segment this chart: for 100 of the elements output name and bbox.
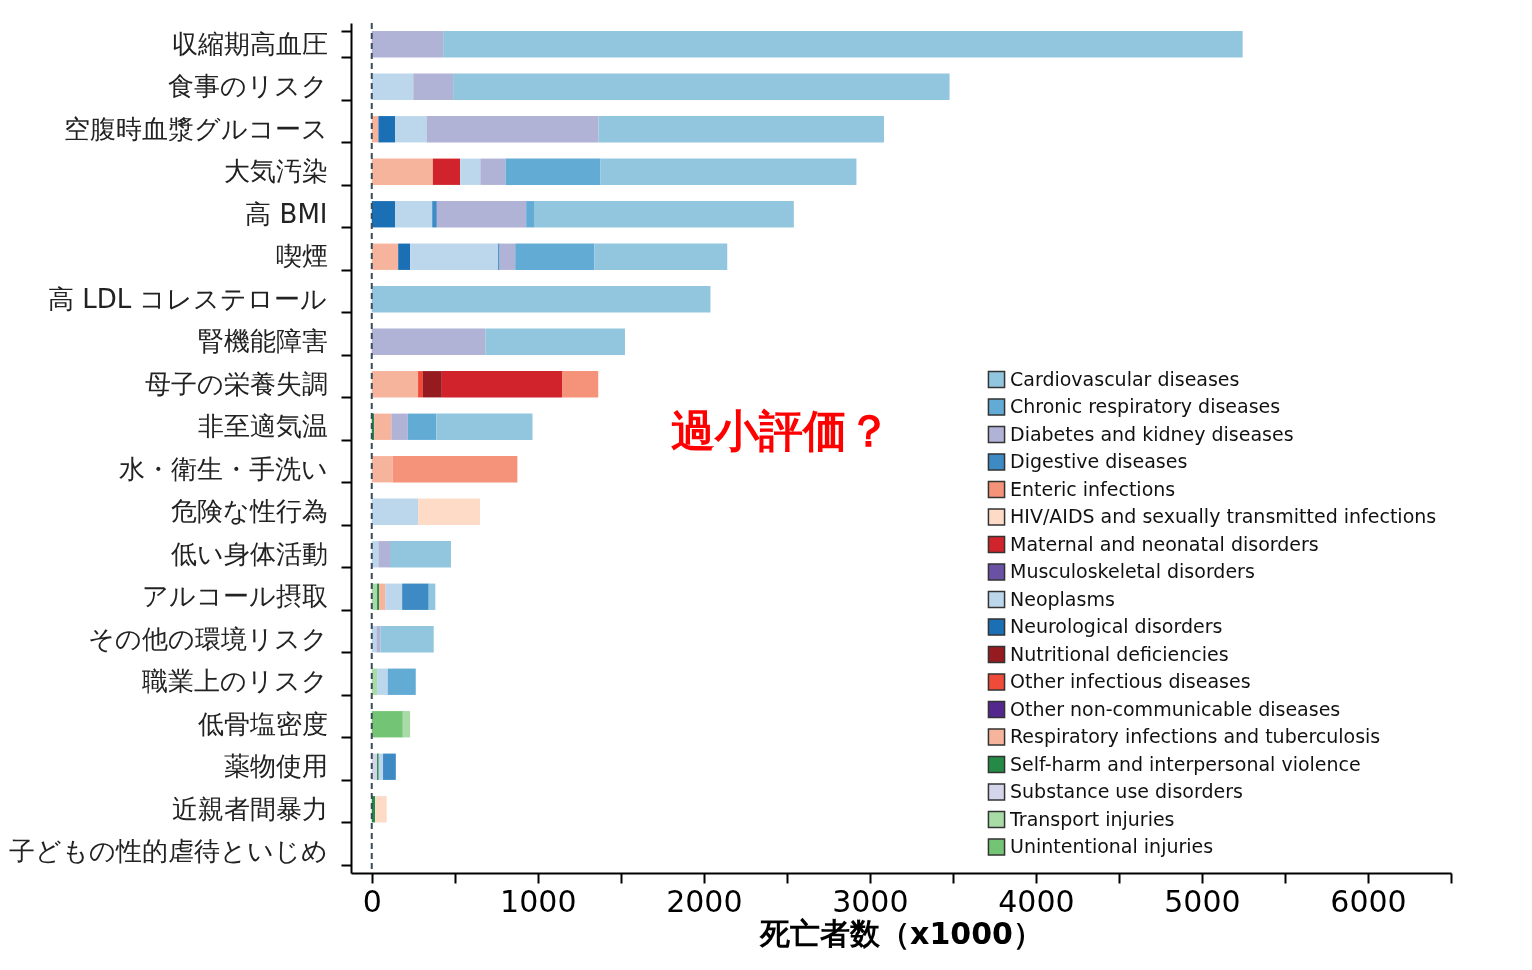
bar — [371, 498, 419, 525]
bar — [515, 243, 595, 270]
y-tick-label: 腎機能障害 — [197, 326, 328, 357]
y-tick-label: 職業上のリスク — [141, 666, 328, 697]
bar — [402, 711, 411, 738]
bar — [371, 158, 433, 185]
bar — [371, 328, 486, 355]
y-tick-label: 母子の栄養失調 — [144, 368, 328, 399]
bar — [562, 371, 599, 398]
y-tick-label: アルコール摂取 — [141, 581, 328, 612]
bar — [600, 158, 857, 185]
bar — [390, 541, 451, 568]
bar — [407, 413, 437, 440]
bar — [378, 753, 384, 780]
legend-label: Substance use disorders — [1010, 780, 1243, 802]
bar — [376, 626, 381, 653]
y-tick-label: 大気汚染 — [223, 156, 328, 187]
bar — [378, 541, 391, 568]
bar — [391, 413, 408, 440]
bar — [441, 371, 563, 398]
bar — [526, 201, 534, 228]
bar — [413, 73, 454, 100]
y-tick-label: 高 LDL コレステロール — [47, 283, 328, 314]
bar — [418, 498, 481, 525]
bar — [410, 243, 499, 270]
y-tick-label: 水・衛生・手洗い — [118, 453, 328, 484]
legend-label: Unintentional injuries — [1010, 835, 1214, 857]
bar — [379, 583, 386, 610]
bar — [375, 796, 387, 823]
legend-label: Neurological disorders — [1010, 615, 1223, 637]
legend-label: Other non-communicable diseases — [1010, 697, 1341, 720]
bar — [432, 201, 437, 228]
y-tick-label: 空腹時血漿グルコース — [63, 113, 328, 144]
y-tick-label: 収縮期高血圧 — [171, 28, 328, 59]
legend-label: Nutritional deficiencies — [1010, 642, 1229, 665]
bar — [485, 328, 625, 355]
legend-label: Cardiovascular diseases — [1010, 367, 1240, 390]
bar — [383, 753, 396, 780]
bar — [395, 116, 427, 143]
legend-label: Respiratory infections and tuberculosis — [1010, 725, 1381, 747]
bar — [436, 201, 527, 228]
bar — [374, 413, 392, 440]
y-tick-label: 危険な性行為 — [170, 496, 328, 527]
bar — [371, 201, 395, 228]
x-tick-label: 1000 — [500, 883, 577, 919]
bar — [418, 371, 423, 398]
y-tick-label: その他の環境リスク — [87, 623, 328, 654]
x-tick-label: 6000 — [1330, 883, 1407, 919]
bar — [371, 711, 403, 738]
bar — [398, 243, 411, 270]
x-tick-label: 5000 — [1164, 883, 1241, 919]
y-tick-label: 喫煙 — [275, 241, 328, 272]
y-tick-label: 高 BMI — [245, 198, 328, 229]
bar — [594, 243, 728, 270]
y-tick-label: 非至適気温 — [197, 411, 328, 442]
bar — [378, 116, 395, 143]
bar — [395, 201, 433, 228]
bar — [443, 31, 1243, 58]
bar — [385, 583, 403, 610]
legend-label: Self-harm and interpersonal violence — [1010, 752, 1361, 775]
bar — [380, 626, 434, 653]
y-tick-label: 子どもの性的虐待といじめ — [8, 836, 328, 867]
annotation: 過小評価？ — [671, 405, 891, 456]
y-tick-label: 食事のリスク — [167, 71, 328, 102]
legend-label: Other infectious diseases — [1010, 670, 1251, 692]
legend-label: Enteric infections — [1010, 477, 1176, 500]
legend-label: HIV/AIDS and sexually transmitted infections — [1010, 505, 1437, 527]
bar — [499, 243, 516, 270]
y-tick-label: 薬物使用 — [223, 751, 328, 782]
bar — [436, 413, 533, 440]
bar — [371, 73, 414, 100]
bar — [598, 116, 884, 143]
bar — [402, 583, 429, 610]
bar — [460, 158, 481, 185]
bar — [371, 243, 399, 270]
bar — [453, 73, 950, 100]
legend-label: Neoplasms — [1010, 587, 1115, 610]
legend-label: Maternal and neonatal disorders — [1010, 532, 1319, 555]
y-tick-label: 低骨塩密度 — [197, 708, 328, 739]
bar — [371, 371, 419, 398]
y-tick-label: 近親者間暴力 — [171, 793, 328, 824]
bar — [371, 286, 711, 313]
bar — [371, 456, 393, 483]
legend-label: Transport injuries — [1009, 807, 1175, 830]
legend-label: Diabetes and kidney diseases — [1010, 422, 1294, 445]
legend-label: Chronic respiratory diseases — [1010, 395, 1281, 417]
x-tick-label: 2000 — [666, 883, 743, 919]
legend-label: Digestive diseases — [1010, 450, 1188, 472]
bar — [505, 158, 601, 185]
legend-label: Musculoskeletal disorders — [1010, 560, 1255, 582]
bar — [432, 158, 461, 185]
bar — [371, 31, 444, 58]
y-tick-label: 低い身体活動 — [170, 538, 328, 569]
bar — [480, 158, 506, 185]
bar — [377, 668, 388, 695]
bar — [387, 668, 416, 695]
bar — [392, 456, 518, 483]
x-tick-label: 0 — [362, 883, 382, 919]
bar — [533, 201, 794, 228]
bar — [426, 116, 599, 143]
